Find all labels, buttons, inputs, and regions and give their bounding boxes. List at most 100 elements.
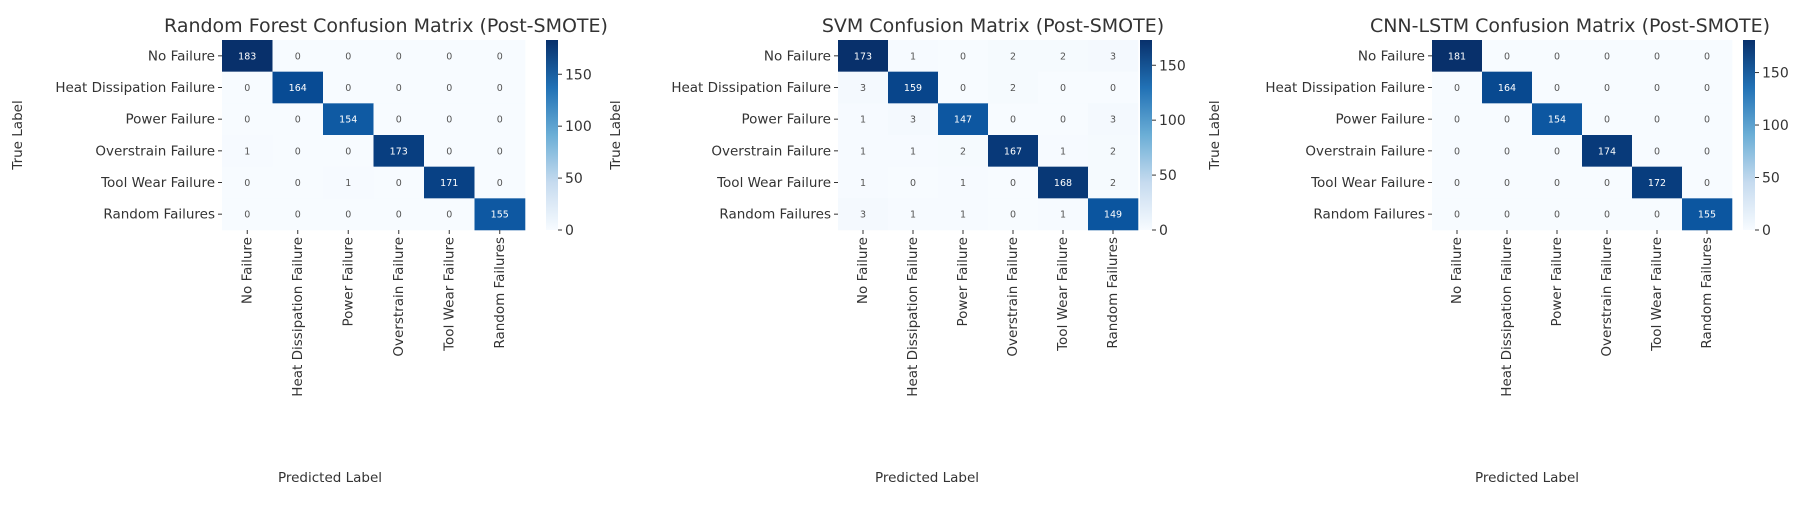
cell-value-label: 173 [390,146,408,157]
heatmap-cell [1532,103,1583,136]
cell-value-label: 0 [295,210,301,221]
cell-value-label: 173 [854,51,872,62]
cell-value-label: 0 [295,146,301,157]
heatmap-cell [888,103,939,136]
cell-value-label: 2 [1110,178,1116,189]
x-tick-label: Tool Wear Failure [1649,237,1665,352]
heatmap-cell [1682,103,1733,136]
heatmap-cell [1432,166,1483,199]
colorbar-tick-label: 50 [1159,168,1177,184]
x-tick-label: Tool Wear Failure [441,237,457,352]
cell-value-label: 167 [1004,146,1022,157]
heatmap-cell [1582,71,1633,104]
y-tick-label: No Failure [1358,48,1425,64]
heatmap-cell [474,135,526,167]
colorbar: 0 50 100 150 [546,40,592,239]
y-tick-label: Random Failures [1313,207,1425,223]
cell-value-label: 0 [446,51,452,62]
y-tick-label: Power Failure [741,112,831,128]
cell-value-label: 1 [860,178,866,189]
y-tick-label: Power Failure [125,112,215,128]
cell-value-label: 1 [960,210,966,221]
cell-value-label: 3 [860,210,866,221]
cell-value-label: 155 [1698,210,1716,221]
colorbar-tick-label: 150 [565,67,592,83]
cell-value-label: 2 [1060,51,1066,62]
cell-value-label: 0 [1604,83,1610,94]
heatmap-cell [323,166,374,199]
colorbar: 0 50 100 150 [1743,40,1789,239]
cell-value-label: 0 [1504,146,1510,157]
heatmap-cell [1088,135,1139,167]
chart-title: SVM Confusion Matrix (Post-SMOTE) [822,15,1164,37]
confusion-matrix: 181 0 0 0 0 0 0 164 0 0 0 0 0 0 154 0 0 0 0 0 0 174 0 0 0 0 0 0 172 0… [1265,40,1733,397]
heatmap-cell [1532,71,1583,104]
heatmap-cell [1532,135,1583,167]
y-tick-label: Heat Dissipation Failure [55,80,215,96]
cell-value-label: 0 [295,115,301,126]
heatmap-cell [272,40,324,72]
heatmap-cell [938,166,989,199]
heatmap-cell [888,166,939,199]
cell-value-label: 0 [396,178,402,189]
cell-value-label: 0 [1454,210,1460,221]
x-tick-label: Heat Dissipation Failure [290,237,306,397]
heatmap-cell [888,198,939,231]
heatmap-cell [373,166,425,199]
cell-value-label: 0 [446,210,452,221]
heatmap-cell [1582,40,1633,72]
heatmap-cell [1682,135,1733,167]
heatmap-cell [272,166,324,199]
chart-title: Random Forest Confusion Matrix (Post-SMO… [164,15,608,37]
heatmap-cell [1582,166,1633,199]
cell-value-label: 1 [1060,146,1066,157]
colorbar-tick-label: 150 [1762,66,1789,82]
x-tick-label: Random Failures [492,237,508,349]
heatmap-cell [1088,198,1139,231]
heatmap-cell [1432,135,1483,167]
heatmap-cell [1582,135,1633,167]
cell-value-label: 0 [1554,83,1560,94]
cell-value-label: 2 [1110,146,1116,157]
heatmap-cell [1582,198,1633,231]
heatmap-cell [1038,135,1089,167]
cell-value-label: 0 [446,83,452,94]
x-tick-label: Power Failure [340,237,356,327]
heatmap-cell [1532,198,1583,231]
cell-value-label: 0 [960,83,966,94]
y-axis-label: True Label [10,100,26,170]
cell-value-label: 1 [910,210,916,221]
cell-value-label: 0 [497,51,503,62]
heatmap-cell [1582,103,1633,136]
heatmap-cell [1482,135,1533,167]
cell-value-label: 0 [345,51,351,62]
x-tick-label: No Failure [855,237,871,304]
cell-value-label: 0 [910,178,916,189]
heatmap-cell [988,71,1039,104]
cell-value-label: 0 [1704,115,1710,126]
cell-value-label: 0 [1654,210,1660,221]
cell-value-label: 1 [860,146,866,157]
cell-value-label: 0 [1654,51,1660,62]
colorbar-tick-label: 0 [1762,223,1771,239]
heatmap-cell [888,40,939,72]
cell-value-label: 0 [446,115,452,126]
colorbar-tick-label: 50 [565,171,583,187]
colorbar-tick-label: 100 [565,119,592,135]
cell-value-label: 0 [396,83,402,94]
cell-value-label: 168 [1054,178,1072,189]
cell-value-label: 0 [1604,115,1610,126]
colorbar-tick-label: 100 [1159,113,1186,129]
heatmap-cell [1482,71,1533,104]
y-tick-label: No Failure [764,48,831,64]
heatmap-cell [424,166,475,199]
cell-value-label: 0 [1010,115,1016,126]
heatmap-cell [1482,40,1533,72]
cell-value-label: 0 [960,51,966,62]
heatmap-cell [222,198,273,231]
cell-value-label: 0 [1604,178,1610,189]
heatmap-cell [938,40,989,72]
heatmap-cell [888,71,939,104]
cell-value-label: 0 [1554,51,1560,62]
